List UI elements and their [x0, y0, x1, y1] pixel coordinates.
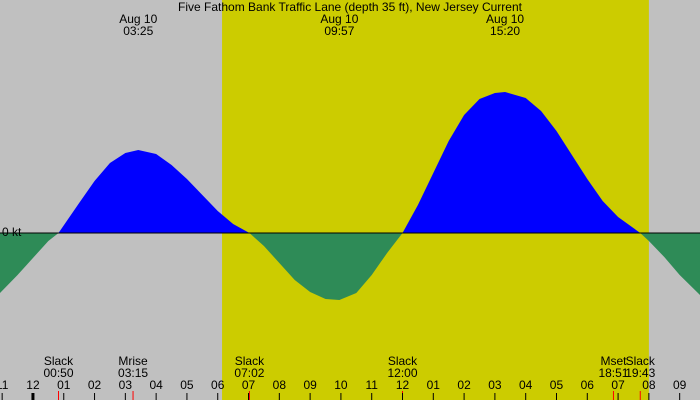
x-tick-label: 04 — [149, 378, 163, 392]
flood-area — [0, 92, 700, 233]
event-name: Slack — [388, 354, 418, 368]
event-time: 12:00 — [387, 366, 417, 380]
x-tick-label: 12 — [26, 378, 40, 392]
event-name: Slack — [44, 354, 74, 368]
x-tick-label: 10 — [334, 378, 348, 392]
event-name: Slack — [626, 354, 656, 368]
peak-date: Aug 10 — [119, 12, 157, 26]
peak-time: 15:20 — [490, 24, 520, 38]
x-tick-label: 03 — [488, 378, 502, 392]
x-tick-label: 08 — [273, 378, 287, 392]
x-tick-label: 12 — [396, 378, 410, 392]
x-tick-label: 09 — [673, 378, 687, 392]
x-tick-label: 11 — [365, 378, 378, 392]
event-name: Mset — [600, 354, 627, 368]
x-tick-label: 04 — [519, 378, 533, 392]
x-tick-label: 07 — [242, 378, 256, 392]
x-tick-label: 08 — [642, 378, 656, 392]
x-tick-label: 02 — [88, 378, 102, 392]
peak-date: Aug 10 — [320, 12, 358, 26]
x-tick-label: 01 — [57, 378, 71, 392]
x-tick-label: 01 — [427, 378, 441, 392]
y-tick-label: 0 kt — [2, 225, 22, 239]
chart-title: Five Fathom Bank Traffic Lane (depth 35 … — [178, 0, 523, 14]
x-tick-label: 03 — [119, 378, 133, 392]
x-tick-label: 09 — [303, 378, 317, 392]
x-tick-label: 11 — [0, 378, 9, 392]
x-tick-label: 05 — [550, 378, 564, 392]
x-tick-label: 02 — [457, 378, 471, 392]
event-time: 18:51 — [598, 366, 628, 380]
x-tick-label: 05 — [180, 378, 194, 392]
peak-time: 09:57 — [324, 24, 354, 38]
event-time: 00:50 — [43, 366, 73, 380]
event-name: Mrise — [118, 354, 148, 368]
ebb-area — [0, 233, 700, 300]
x-tick-label: 06 — [581, 378, 595, 392]
event-time: 03:15 — [118, 366, 148, 380]
x-tick-label: 07 — [611, 378, 625, 392]
event-time: 07:02 — [234, 366, 264, 380]
peak-date: Aug 10 — [486, 12, 524, 26]
event-name: Slack — [235, 354, 265, 368]
event-time: 19:43 — [625, 366, 655, 380]
peak-time: 03:25 — [123, 24, 153, 38]
x-tick-label: 06 — [211, 378, 225, 392]
